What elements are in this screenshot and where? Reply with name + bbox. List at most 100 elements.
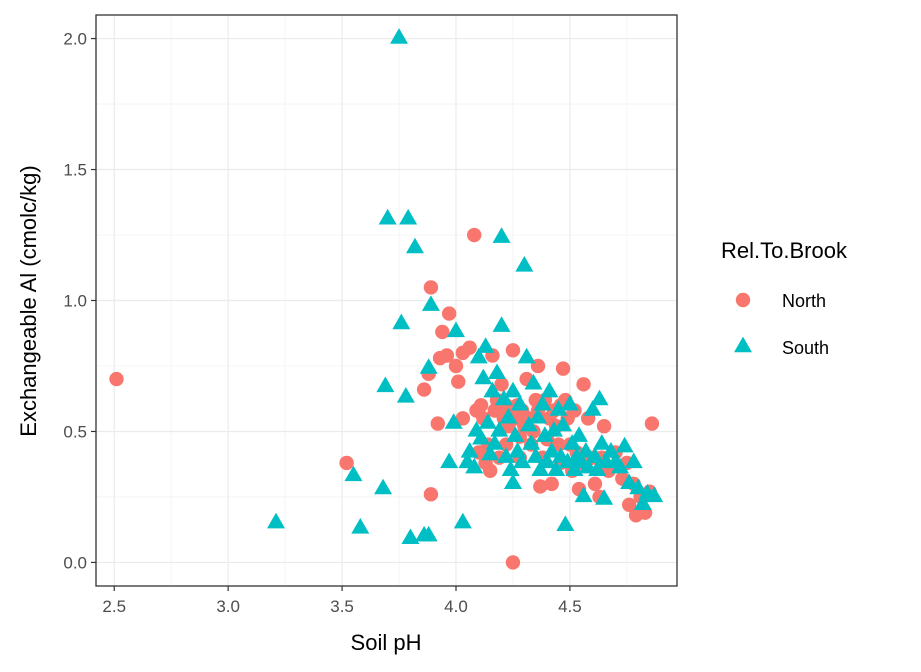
legend-title: Rel.To.Brook [721, 238, 848, 263]
data-point-south [492, 227, 511, 243]
data-point-north [455, 411, 471, 426]
data-point-north [451, 374, 466, 389]
data-point-north [494, 377, 509, 392]
data-point-north [587, 476, 603, 492]
data-point-south [544, 421, 563, 437]
data-point-south [376, 376, 395, 393]
data-point-south [344, 465, 363, 482]
data-point-north [339, 455, 354, 471]
x-axis: 2.5 3.0 3.5 4.0 4.5 [102, 586, 582, 616]
legend-key-south [734, 336, 752, 353]
data-point-north [423, 280, 439, 295]
data-point-north [505, 343, 521, 358]
data-point-south [533, 394, 552, 411]
x-axis-title: Soil pH [351, 630, 422, 655]
data-point-south [446, 321, 465, 338]
data-point-south [590, 389, 609, 406]
data-point-north [430, 416, 445, 431]
data-point-south [510, 394, 529, 411]
data-point-south [478, 413, 497, 429]
data-point-south [633, 494, 652, 510]
data-point-south [399, 208, 418, 225]
y-tick-label: 1.0 [63, 292, 87, 311]
data-point-south [513, 452, 532, 469]
data-point-south [490, 421, 509, 437]
data-point-south [419, 358, 438, 374]
data-point-south [421, 295, 440, 311]
data-point-north [416, 382, 432, 397]
x-tick-label: 3.5 [330, 597, 354, 616]
data-point-south [481, 444, 500, 461]
data-point-south [506, 426, 525, 442]
data-point-south [465, 457, 484, 474]
data-point-north [544, 476, 559, 492]
data-point-south [538, 452, 557, 469]
data-point-south [540, 381, 559, 398]
data-point-north [576, 377, 591, 392]
data-point-south [585, 447, 604, 463]
data-point-south [565, 460, 584, 476]
data-point-north [435, 324, 450, 340]
data-point-north [482, 463, 498, 478]
data-point-north [462, 340, 477, 355]
data-point-south [503, 381, 522, 398]
data-point-south [440, 452, 459, 469]
data-point-south [392, 313, 411, 330]
data-point-south [501, 460, 520, 476]
data-point-north [555, 361, 571, 376]
data-point-south [531, 460, 550, 476]
x-tick-label: 3.0 [216, 597, 240, 616]
data-point-north [473, 398, 489, 413]
data-point-north [505, 555, 521, 570]
data-point-south [558, 452, 577, 469]
data-point-south [629, 478, 648, 495]
data-point-south [524, 373, 543, 390]
data-point-south [351, 517, 370, 534]
data-point-south [542, 442, 561, 458]
data-point-south [499, 407, 518, 424]
data-point-north [448, 358, 464, 374]
data-point-north [621, 497, 637, 513]
data-point-south [469, 347, 488, 364]
series-south [266, 28, 664, 545]
data-point-south [494, 389, 513, 406]
y-tick-label: 2.0 [63, 30, 87, 49]
data-point-south [620, 473, 639, 490]
data-point-south [401, 528, 420, 545]
data-point-south [460, 442, 479, 458]
data-point-south [488, 363, 507, 380]
legend-label-south: South [782, 338, 829, 358]
data-point-south [592, 434, 611, 450]
data-point-south [492, 316, 511, 332]
data-point-south [526, 447, 545, 463]
y-axis-title: Exchangeable Al (cmolc/kg) [16, 165, 41, 436]
data-point-south [556, 515, 575, 531]
x-tick-label: 4.5 [558, 597, 582, 616]
data-point-north [109, 371, 124, 387]
y-tick-label: 0.0 [63, 553, 87, 572]
data-point-north [467, 227, 482, 243]
data-point-south [497, 447, 516, 463]
data-point-south [483, 381, 502, 398]
data-point-south [645, 486, 664, 503]
data-point-south [529, 407, 548, 424]
data-point-south [444, 413, 463, 429]
data-point-south [517, 347, 536, 364]
data-point-south [576, 442, 595, 458]
data-point-south [503, 473, 522, 490]
data-point-south [570, 426, 589, 442]
data-point-south [405, 237, 424, 254]
data-point-south [396, 387, 415, 403]
data-point-south [453, 512, 472, 529]
data-point-south [419, 525, 438, 542]
data-point-south [474, 368, 493, 385]
data-point-north [644, 416, 660, 431]
data-point-south [595, 489, 614, 505]
data-point-north [533, 479, 548, 494]
legend: Rel.To.Brook North South [721, 238, 848, 358]
data-point-south [547, 460, 566, 476]
data-point-south [485, 434, 504, 450]
y-tick-label: 0.5 [63, 422, 87, 441]
data-point-north [423, 487, 439, 502]
